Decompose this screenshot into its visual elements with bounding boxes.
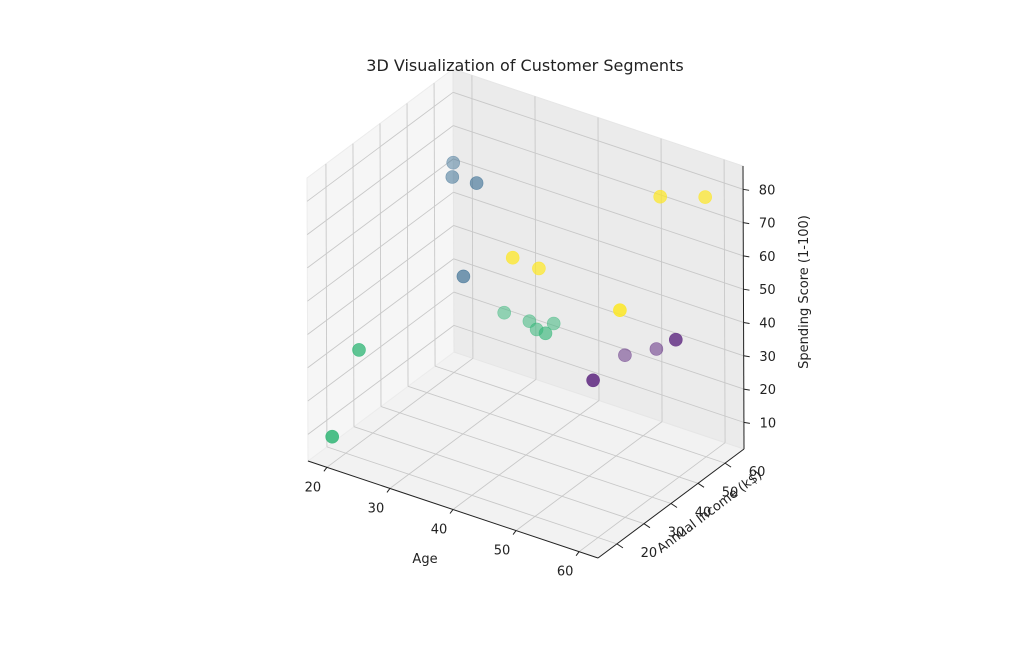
- y-tick-label: 20: [641, 546, 658, 561]
- z-tick-mark: [743, 288, 750, 291]
- z-tick-mark: [743, 355, 750, 358]
- data-points: [325, 155, 713, 444]
- x-tick-label: 40: [431, 523, 448, 538]
- z-gridline: [306, 91, 454, 202]
- x-gridline: [723, 159, 726, 443]
- y-gridline: [326, 446, 618, 545]
- x-tick-label: 20: [305, 480, 322, 495]
- y-tick-mark: [616, 543, 624, 549]
- z-gridline: [453, 158, 744, 257]
- z-gridline: [307, 291, 455, 402]
- z-tick-mark: [743, 222, 750, 225]
- x-tick-label: 50: [494, 544, 511, 559]
- z-gridline: [307, 158, 454, 269]
- y-gridline: [434, 365, 726, 464]
- z-tick-mark: [743, 188, 750, 191]
- scatter-point: [586, 373, 600, 388]
- scatter-point: [456, 269, 471, 284]
- y-gridline: [380, 406, 672, 504]
- scatter-point: [497, 305, 512, 320]
- x-tick-mark: [323, 467, 328, 472]
- y-gridline: [407, 385, 699, 484]
- y-gridline: [353, 426, 645, 525]
- z-gridline: [452, 91, 744, 190]
- x-gridline: [660, 138, 663, 422]
- x-gridline: [597, 117, 600, 401]
- x-tick-mark: [386, 488, 391, 493]
- y-tick-mark: [643, 523, 651, 529]
- z-gridline: [453, 324, 745, 423]
- scatter-point: [649, 342, 664, 356]
- scatter-point: [325, 429, 340, 444]
- scatter-point: [352, 343, 366, 357]
- z-gridline: [453, 258, 744, 357]
- scatter-point: [668, 332, 683, 347]
- x-tick-label: 60: [557, 565, 574, 580]
- scatter-point: [505, 250, 520, 265]
- z-tick-label: 70: [759, 217, 776, 232]
- y-tick-label: 60: [749, 465, 766, 480]
- y-tick-label: 30: [668, 526, 685, 541]
- z-tick-mark: [743, 421, 750, 424]
- scatter-point: [469, 176, 484, 190]
- z-gridline: [453, 125, 744, 224]
- z-tick-label: 80: [759, 183, 776, 198]
- x-tick-mark: [449, 509, 454, 514]
- z-tick-label: 10: [760, 416, 777, 431]
- z-gridline: [307, 191, 454, 302]
- z-gridline: [453, 191, 744, 290]
- z-axis-label: Spending Score (1-100): [797, 215, 812, 369]
- gridlines: [306, 75, 745, 553]
- axis-panes: [306, 68, 746, 559]
- scatter-point: [445, 170, 460, 184]
- scatter-point: [653, 189, 668, 204]
- y-tick-label: 50: [722, 485, 739, 500]
- tick-labels: 20 30 40 50 60 20 30 40 50 60 10 20 30 40 50 60 70 80: [305, 183, 777, 579]
- z-tick-mark: [743, 388, 750, 391]
- scatter-point: [532, 261, 546, 276]
- scatter-point: [546, 316, 561, 331]
- y-tick-label: 40: [695, 506, 712, 521]
- scatter-point: [538, 326, 553, 341]
- z-tick-label: 60: [759, 250, 776, 265]
- scatter-point: [613, 303, 627, 318]
- x-tick-mark: [575, 551, 580, 556]
- y-tick-mark: [724, 462, 732, 468]
- y-gridline: [325, 163, 328, 447]
- x-gridline: [471, 75, 474, 359]
- y-gridline: [379, 123, 382, 407]
- x-axis-label: Age: [412, 552, 437, 567]
- chart-title: 3D Visualization of Customer Segments: [366, 56, 683, 75]
- z-gridline: [306, 125, 454, 235]
- scatter-point: [698, 190, 713, 204]
- z-axis-line: [742, 165, 745, 450]
- z-gridline: [307, 225, 454, 335]
- z-tick-label: 50: [759, 283, 776, 298]
- z-gridline: [307, 258, 454, 369]
- z-tick-mark: [743, 255, 750, 258]
- y-tick-mark: [670, 503, 678, 508]
- z-tick-mark: [743, 321, 750, 324]
- x-tick-label: 30: [368, 501, 385, 516]
- z-gridline: [307, 325, 455, 435]
- scatter-point: [618, 348, 632, 363]
- scatter-point: [446, 155, 461, 170]
- y-gridline: [406, 103, 409, 387]
- y-tick-mark: [697, 482, 705, 488]
- y-gridline: [352, 143, 355, 427]
- z-tick-label: 30: [759, 350, 776, 365]
- z-tick-label: 40: [759, 316, 776, 331]
- z-gridline: [453, 225, 744, 323]
- y-gridline: [433, 83, 436, 367]
- z-tick-label: 20: [760, 383, 777, 398]
- x-tick-mark: [512, 530, 517, 535]
